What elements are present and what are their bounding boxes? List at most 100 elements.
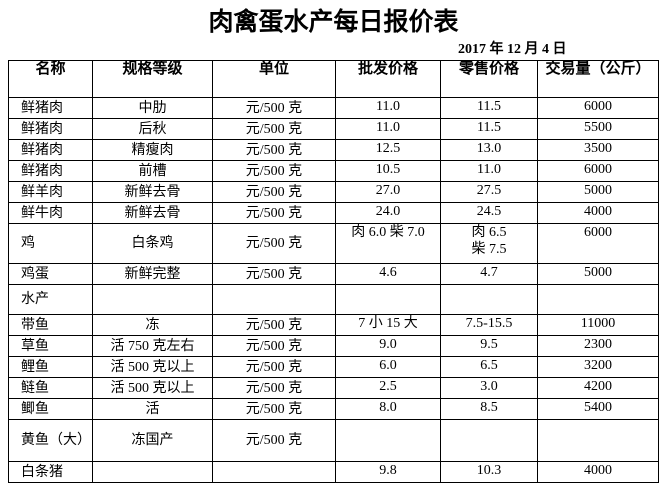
table-cell: 27.0 [335,181,441,203]
table-row: 草鱼活 750 克左右 元/500 克 9.0 9.5 2300 [8,335,659,357]
table-cell: 4000 [537,461,659,483]
table-cell: 白条鸡 [92,223,213,264]
table-cell: 元/500 克 [212,223,336,264]
table-cell: 27.5 [440,181,538,203]
table-cell [335,419,441,462]
table-cell: 活 750 克左右 [92,335,213,357]
table-cell: 10.5 [335,160,441,182]
table-row: 鲫鱼活元/500 克 8.0 8.5 5400 [8,398,659,420]
table-cell: 3.0 [440,377,538,399]
table-cell: 3200 [537,356,659,378]
table-cell [440,284,538,315]
table-cell: 鸡蛋 [8,263,93,285]
table-cell: 元/500 克 [212,419,336,462]
table-cell: 6000 [537,223,659,264]
table-cell [335,284,441,315]
table-cell: 水产 [8,284,93,315]
table-cell: 8.5 [440,398,538,420]
table-cell: 鲜猪肉 [8,160,93,182]
table-cell: 鲜猪肉 [8,139,93,161]
price-table: 名称 规格等级 单位 批发价格 零售价格 交易量（公斤） 鲜猪肉 中肋 元/500 克 11.0… [8,60,659,483]
column-header: 零售价格 [440,60,538,98]
table-cell: 元/500 克 [212,263,336,285]
table-cell: 24.0 [335,202,441,224]
table-row: 白条猪 9.8 10.3 4000 [8,461,659,483]
table-cell: 鲜猪肉 [8,118,93,140]
table-row: 鲢鱼活 500 克以上 元/500 克 2.5 3.0 4200 [8,377,659,399]
table-cell: 白条猪 [8,461,93,483]
table-cell: 元/500 克 [212,97,336,119]
table-cell: 冻 [92,314,213,336]
table-cell [212,284,336,315]
table-row: 鲜猪肉 中肋 元/500 克 11.0 11.5 6000 [8,97,659,119]
table-row: 鸡蛋 新鲜完整 元/500 克 4.6 4.7 5000 [8,263,659,285]
table-cell: 活 500 克以上 [92,356,213,378]
table-cell: 元/500 克 [212,160,336,182]
table-cell: 前槽 [92,160,213,182]
table-cell: 元/500 克 [212,118,336,140]
table-cell: 4.6 [335,263,441,285]
table-cell: 元/500 克 [212,356,336,378]
column-header: 单位 [212,60,336,98]
table-cell: 2.5 [335,377,441,399]
table-cell: 11.0 [335,118,441,140]
table-cell [537,284,659,315]
table-cell: 冻国产 [92,419,213,462]
table-cell: 鲤鱼 [8,356,93,378]
date: 2017 年 12 月 4 日 [458,42,567,57]
column-header: 规格等级 [92,60,213,98]
table-cell: 新鲜去骨 [92,202,213,224]
table-cell: 元/500 克 [212,335,336,357]
table-row: 鸡白条鸡 元/500 克肉 6.0 柴 7.0 肉 6.5 柴 7.5 6000 [8,223,659,264]
table-cell: 4000 [537,202,659,224]
title: 肉禽蛋水产每日报价表 [208,9,459,36]
table-cell: 5500 [537,118,659,140]
table-cell: 4.7 [440,263,538,285]
table-cell: 元/500 克 [212,202,336,224]
table-cell [212,461,336,483]
table-row: 水产 [8,284,659,315]
table-cell: 黄鱼（大） [8,419,93,462]
table-row: 鲜猪肉 精瘦肉 元/500 克 12.5 13.0 3500 [8,139,659,161]
table-cell: 鲜牛肉 [8,202,93,224]
table-cell: 元/500 克 [212,398,336,420]
table-cell: 11.0 [335,97,441,119]
table-cell: 元/500 克 [212,377,336,399]
table-row: 黄鱼（大） 冻国产 元/500 克 [8,419,659,462]
table-cell: 元/500 克 [212,314,336,336]
table-cell: 5000 [537,263,659,285]
table-cell: 带鱼 [8,314,93,336]
table-cell: 7 小 15 大 [335,314,441,336]
table-cell [440,419,538,462]
table-cell: 13.0 [440,139,538,161]
table-cell: 5000 [537,181,659,203]
table-cell: 11.0 [440,160,538,182]
table-cell: 鲢鱼 [8,377,93,399]
table-cell: 2300 [537,335,659,357]
table-cell: 11000 [537,314,659,336]
table-cell: 精瘦肉 [92,139,213,161]
column-header: 批发价格 [335,60,441,98]
header-row: 名称 规格等级 单位 批发价格 零售价格 交易量（公斤） [8,60,659,98]
table-row: 鲜猪肉 前槽 元/500 克 10.5 11.0 6000 [8,160,659,182]
table-row: 鲜羊肉 新鲜去骨 元/500 克 27.0 27.5 5000 [8,181,659,203]
table-cell: 后秋 [92,118,213,140]
table-cell: 11.5 [440,118,538,140]
table-cell: 鸡 [8,223,93,264]
table-cell [92,461,213,483]
table-cell: 8.0 [335,398,441,420]
table-cell: 11.5 [440,97,538,119]
table-cell: 新鲜去骨 [92,181,213,203]
table-cell: 鲜猪肉 [8,97,93,119]
table-cell: 6000 [537,97,659,119]
table-cell: 鲜羊肉 [8,181,93,203]
table-cell [537,419,659,462]
table-cell: 3500 [537,139,659,161]
table-cell: 中肋 [92,97,213,119]
table-cell: 新鲜完整 [92,263,213,285]
table-cell: 12.5 [335,139,441,161]
table-cell: 9.0 [335,335,441,357]
table-cell: 4200 [537,377,659,399]
